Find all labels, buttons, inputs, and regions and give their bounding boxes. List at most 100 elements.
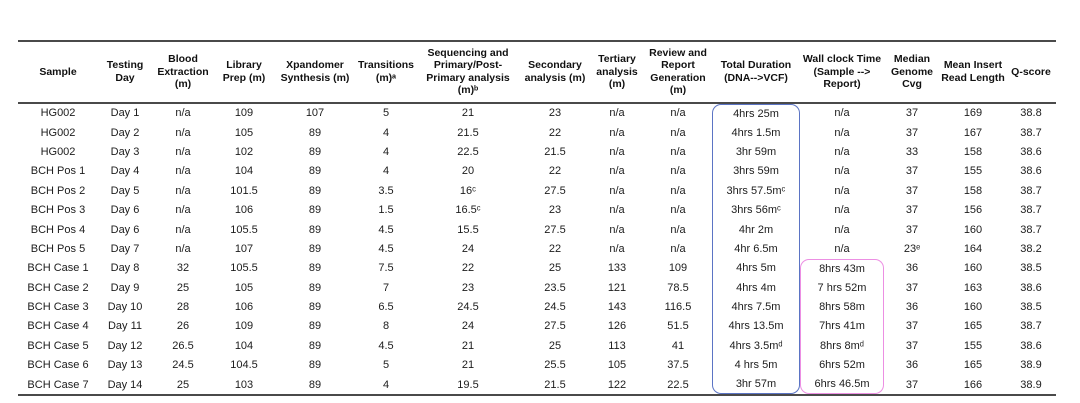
cell-sequencing_primary: 24	[461, 242, 475, 255]
cell-secondary_analysis: 21.5	[544, 145, 566, 158]
cell-blood_extraction: 24.5	[172, 359, 194, 372]
cell-testing_day: Day 13	[107, 359, 143, 372]
cell-sample: BCH Case 2	[27, 281, 89, 294]
cell-q_score: 38.6	[1020, 339, 1042, 352]
total-duration-highlight-box-cell: 3hrs 56mᶜ	[712, 200, 800, 220]
cell-testing_day: Day 2	[110, 126, 140, 139]
total-duration-highlight-box-cell: 4hr 2m	[712, 219, 800, 240]
cell-wall_clock: n/a	[834, 184, 850, 197]
table-body: HG002 Day 1 n/a 109 107 5 21 23 n/a n/a 4hrs 25m n/…	[18, 103, 1056, 395]
cell-blood_extraction: 26	[176, 320, 190, 333]
cell-testing_day: Day 3	[110, 145, 140, 158]
cell-mean_insert_read_length: 160	[963, 262, 983, 275]
total-duration-highlight-box-cell: 4hrs 13.5m	[712, 316, 800, 337]
cell-testing_day: Day 9	[110, 281, 140, 294]
table-row: BCH Case 2 Day 9 25 105 89 7 23 23.5 121 78.5 4hrs…	[18, 278, 1056, 298]
cell-library_prep: 109	[234, 320, 254, 333]
cell-xpandomer_synthesis: 89	[308, 145, 322, 158]
cell-library_prep: 104	[234, 165, 254, 178]
cell-sample: BCH Pos 2	[30, 184, 86, 197]
cell-transitions: 4.5	[378, 339, 394, 352]
cell-median_genome_cvg: 23ᵉ	[903, 242, 921, 255]
cell-median_genome_cvg: 37	[905, 378, 919, 391]
cell-library_prep: 105.5	[230, 223, 258, 236]
cell-q_score: 38.5	[1020, 301, 1042, 314]
cell-sequencing_primary: 21	[461, 107, 475, 120]
total-duration-highlight-box-cell: 4hrs 3.5mᵈ	[712, 336, 800, 356]
total-duration-highlight-box-cell: 4 hrs 5m	[712, 355, 800, 375]
cell-review_report: 78.5	[667, 281, 689, 294]
cell-xpandomer_synthesis: 89	[308, 378, 322, 391]
cell-blood_extraction: n/a	[175, 242, 191, 255]
wall-clock-highlight-box-cell: 8hrs 43m	[800, 258, 884, 279]
column-header-testing_day: Testing Day	[98, 42, 152, 104]
cell-transitions: 4	[382, 145, 390, 158]
cell-wall_clock: n/a	[834, 126, 850, 139]
cell-sample: BCH Pos 5	[30, 242, 86, 255]
cell-q_score: 38.2	[1020, 242, 1042, 255]
cell-sample: HG002	[40, 107, 76, 120]
cell-transitions: 3.5	[378, 184, 394, 197]
table-row: BCH Case 3 Day 10 28 106 89 6.5 24.5 24.5 143 116…	[18, 297, 1056, 317]
cell-tertiary_analysis: 121	[607, 281, 627, 294]
cell-tertiary_analysis: n/a	[609, 223, 625, 236]
cell-sequencing_primary: 16ᶜ	[459, 184, 477, 197]
cell-transitions: 5	[382, 107, 390, 120]
cell-testing_day: Day 6	[110, 223, 140, 236]
cell-q_score: 38.6	[1020, 145, 1042, 158]
cell-transitions: 4	[382, 126, 390, 139]
column-header-secondary_analysis: Secondary analysis (m)	[520, 42, 590, 104]
column-header-review_report: Review and Report Generation (m)	[644, 42, 712, 104]
cell-sequencing_primary: 15.5	[457, 223, 479, 236]
cell-sequencing_primary: 16.5ᶜ	[455, 204, 481, 217]
cell-mean_insert_read_length: 164	[963, 242, 983, 255]
cell-mean_insert_read_length: 155	[963, 165, 983, 178]
cell-sequencing_primary: 23	[461, 281, 475, 294]
cell-wall_clock: n/a	[834, 145, 850, 158]
cell-sample: BCH Case 7	[27, 378, 89, 391]
cell-median_genome_cvg: 37	[905, 204, 919, 217]
cell-blood_extraction: 32	[176, 262, 190, 275]
cell-testing_day: Day 6	[110, 204, 140, 217]
total-duration-highlight-box-cell: 3hrs 59m	[712, 161, 800, 182]
cell-xpandomer_synthesis: 107	[305, 107, 325, 120]
table-row: BCH Case 1 Day 8 32 105.5 89 7.5 22 25 133 109 4hr…	[18, 258, 1056, 279]
cell-library_prep: 106	[234, 301, 254, 314]
cell-review_report: 22.5	[667, 378, 689, 391]
cell-library_prep: 102	[234, 145, 254, 158]
cell-sequencing_primary: 24	[461, 320, 475, 333]
cell-transitions: 6.5	[378, 301, 394, 314]
cell-secondary_analysis: 27.5	[544, 223, 566, 236]
column-header-xpandomer_synthesis: Xpandomer Synthesis (m)	[274, 42, 356, 104]
cell-xpandomer_synthesis: 89	[308, 281, 322, 294]
cell-tertiary_analysis: 126	[607, 320, 627, 333]
cell-q_score: 38.7	[1020, 126, 1042, 139]
cell-secondary_analysis: 23	[548, 204, 562, 217]
cell-sample: BCH Pos 3	[30, 204, 86, 217]
cell-xpandomer_synthesis: 89	[308, 320, 322, 333]
cell-sequencing_primary: 21.5	[457, 126, 479, 139]
cell-testing_day: Day 4	[110, 165, 140, 178]
cell-transitions: 4	[382, 165, 390, 178]
cell-testing_day: Day 8	[110, 262, 140, 275]
timing-table: Sample Testing Day Blood Extraction (m) Lib…	[18, 40, 1056, 397]
cell-library_prep: 105	[234, 281, 254, 294]
cell-blood_extraction: 26.5	[172, 339, 194, 352]
cell-library_prep: 109	[234, 107, 254, 120]
cell-tertiary_analysis: n/a	[609, 204, 625, 217]
cell-q_score: 38.7	[1020, 184, 1042, 197]
cell-mean_insert_read_length: 169	[963, 107, 983, 120]
cell-review_report: 51.5	[667, 320, 689, 333]
cell-tertiary_analysis: 133	[607, 262, 627, 275]
cell-median_genome_cvg: 36	[905, 262, 919, 275]
cell-q_score: 38.7	[1020, 223, 1042, 236]
total-duration-highlight-box-cell: 4hrs 25m	[712, 103, 800, 123]
cell-mean_insert_read_length: 165	[963, 359, 983, 372]
cell-sample: HG002	[40, 145, 76, 158]
cell-median_genome_cvg: 37	[905, 320, 919, 333]
cell-q_score: 38.5	[1020, 262, 1042, 275]
cell-xpandomer_synthesis: 89	[308, 262, 322, 275]
total-duration-highlight-box-cell: 4hrs 7.5m	[712, 297, 800, 317]
cell-transitions: 1.5	[378, 204, 394, 217]
cell-mean_insert_read_length: 165	[963, 320, 983, 333]
